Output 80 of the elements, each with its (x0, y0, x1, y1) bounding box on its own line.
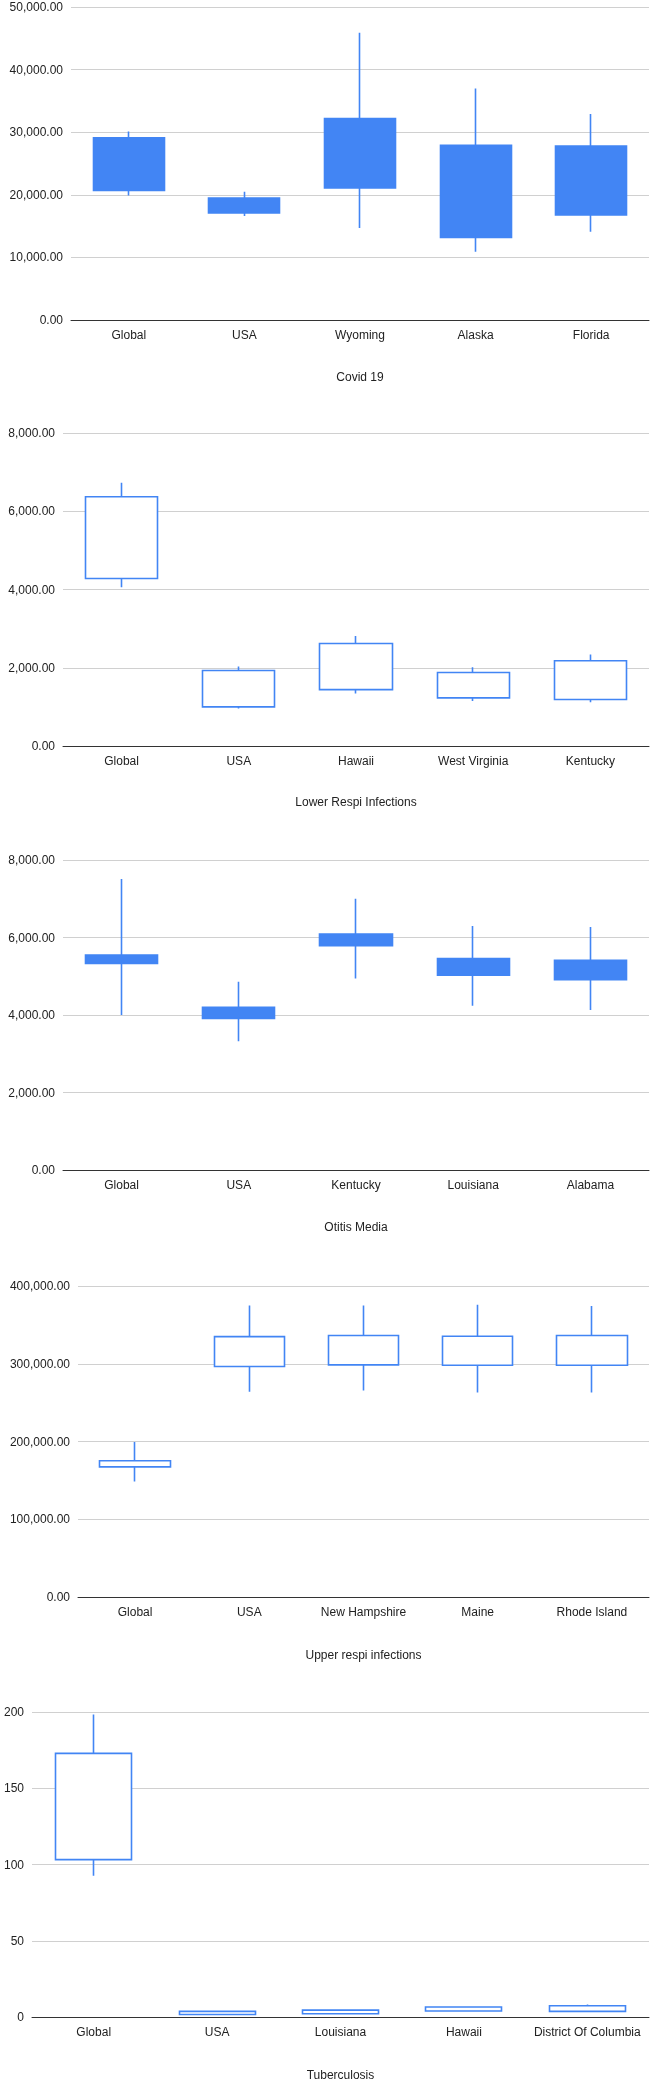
candlestick (301, 2009, 380, 2015)
candlestick (555, 1305, 629, 1394)
y-tick-label: 8,000.00 (8, 853, 56, 867)
y-tick-label: 4,000.00 (8, 1008, 56, 1022)
candlestick (441, 1304, 514, 1394)
y-tick-label: 400,000.00 (9, 1279, 71, 1293)
x-tick-label: Alabama (566, 1178, 615, 1192)
y-tick-label: 0.00 (31, 1163, 56, 1177)
x-tick-label: Global (76, 2025, 112, 2039)
y-tick-label: 2,000.00 (8, 660, 56, 675)
y-tick-label: 2,000.00 (8, 1085, 56, 1100)
y-tick-label: 30,000.00 (9, 125, 64, 140)
y-tick-label: 50,000.00 (9, 0, 64, 14)
y-tick-label: 100 (3, 1857, 25, 1872)
candlestick (553, 926, 628, 1011)
candlestick (436, 925, 511, 1007)
x-tick-label: West Virginia (438, 754, 509, 768)
x-axis-title: Covid 19 (336, 370, 384, 384)
x-tick-label: Global (104, 754, 139, 768)
candlestick (554, 113, 628, 233)
y-tick-label: 0.00 (39, 313, 64, 327)
x-axis-title: Lower Respi Infections (295, 795, 417, 809)
x-tick-label: Hawaii (445, 2025, 482, 2039)
x-tick-label: Hawaii (337, 754, 375, 768)
x-tick-label: Kentucky (565, 754, 616, 768)
candlestick (207, 190, 281, 217)
x-tick-label: Maine (461, 1605, 495, 1619)
x-axis-title: Tuberculosis (306, 2068, 375, 2082)
x-tick-label: Kentucky (331, 1178, 381, 1192)
candlestick (439, 87, 513, 253)
candlestick (323, 31, 397, 229)
x-tick-label: USA (236, 1605, 262, 1619)
y-tick-label: 200,000.00 (9, 1434, 71, 1449)
y-tick-label: 6,000.00 (8, 930, 56, 945)
x-axis-title: Otitis Media (324, 1220, 388, 1234)
x-tick-label: Florida (572, 328, 610, 342)
y-tick-label: 200 (3, 1705, 25, 1719)
candlestick (318, 635, 394, 695)
y-tick-label: 0 (17, 2010, 25, 2024)
y-tick-label: 20,000.00 (9, 187, 64, 202)
y-tick-label: 0.00 (31, 739, 56, 753)
x-tick-label: District Of Columbia (533, 2025, 641, 2039)
candlestick (92, 130, 166, 197)
candlestick (436, 666, 511, 702)
x-tick-label: Global (104, 1178, 139, 1192)
x-tick-label: Rhode Island (556, 1605, 628, 1619)
candlestick (84, 878, 159, 1016)
y-tick-label: 50 (10, 1933, 25, 1948)
y-tick-label: 10,000.00 (9, 250, 64, 265)
y-tick-label: 6,000.00 (8, 504, 56, 519)
candlestick (201, 665, 276, 710)
candlestick (318, 897, 394, 980)
candlestick (327, 1304, 400, 1392)
candlestick (54, 1713, 133, 1877)
candlestick (424, 2005, 503, 2012)
x-tick-label: Wyoming (335, 328, 385, 342)
candlestick (213, 1304, 286, 1393)
x-tick-label: USA (204, 2025, 230, 2039)
x-tick-label: USA (232, 328, 257, 342)
x-axis-title: Upper respi infections (305, 1648, 422, 1662)
candlestick (201, 980, 276, 1043)
candlestick (548, 2003, 627, 2013)
x-tick-label: New Hampshire (320, 1605, 407, 1619)
candlestick (84, 481, 159, 588)
x-tick-label: USA (226, 1178, 252, 1192)
x-tick-label: USA (226, 754, 252, 768)
y-tick-label: 100,000.00 (9, 1512, 71, 1527)
x-tick-label: Louisiana (314, 2025, 367, 2039)
candlestick (553, 653, 628, 703)
candlestick (98, 1441, 172, 1483)
y-tick-label: 4,000.00 (8, 582, 56, 597)
y-tick-label: 0.00 (46, 1590, 71, 1604)
y-tick-label: 8,000.00 (8, 426, 56, 440)
x-tick-label: Alaska (457, 328, 494, 342)
x-tick-label: Louisiana (447, 1178, 500, 1192)
y-tick-label: 40,000.00 (9, 62, 64, 77)
x-tick-label: Global (111, 328, 147, 342)
x-tick-label: Global (117, 1605, 153, 1619)
y-tick-label: 150 (3, 1781, 25, 1796)
y-tick-label: 300,000.00 (9, 1356, 71, 1371)
